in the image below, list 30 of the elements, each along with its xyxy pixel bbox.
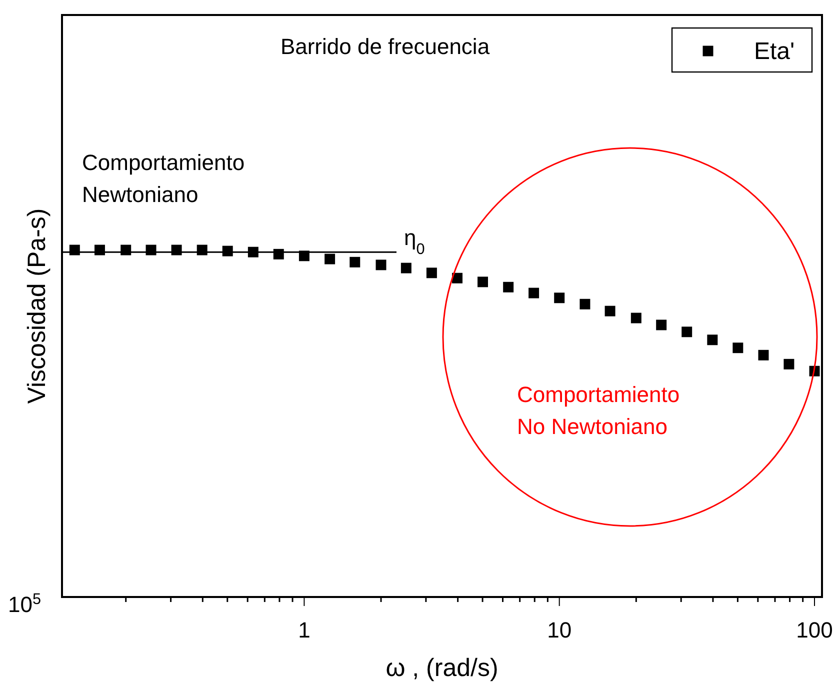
point bbox=[400, 262, 412, 274]
point bbox=[554, 292, 565, 304]
chart-title: Barrido de frecuencia bbox=[280, 34, 490, 59]
point bbox=[707, 334, 718, 346]
point bbox=[580, 298, 590, 310]
x-tick-label: 10 bbox=[547, 618, 572, 643]
point bbox=[682, 326, 692, 338]
point bbox=[426, 268, 437, 278]
text: Comportamiento Newtoniano bbox=[82, 150, 245, 207]
annotation: η$_{0}$ bbox=[404, 225, 425, 258]
text: 10$^{5}$ bbox=[8, 590, 42, 617]
x-axis-title: ω , (rad/s) bbox=[386, 654, 498, 682]
point bbox=[350, 256, 360, 268]
point bbox=[784, 358, 794, 370]
point bbox=[732, 342, 744, 354]
point bbox=[604, 306, 616, 316]
point bbox=[324, 254, 336, 264]
point bbox=[478, 276, 488, 288]
y-axis-title: Viscosidad (Pa-s) bbox=[23, 208, 51, 404]
point bbox=[656, 320, 667, 330]
legend-label: Eta' bbox=[754, 38, 795, 65]
point bbox=[452, 272, 463, 284]
point bbox=[528, 288, 540, 298]
point bbox=[376, 260, 386, 270]
point bbox=[630, 312, 642, 324]
annotation: Comportamiento No Newtoniano bbox=[517, 382, 680, 439]
point bbox=[503, 282, 514, 292]
point bbox=[758, 350, 769, 360]
x-tick-label: 100 bbox=[796, 618, 833, 643]
x-tick-label: 1 bbox=[298, 618, 310, 643]
